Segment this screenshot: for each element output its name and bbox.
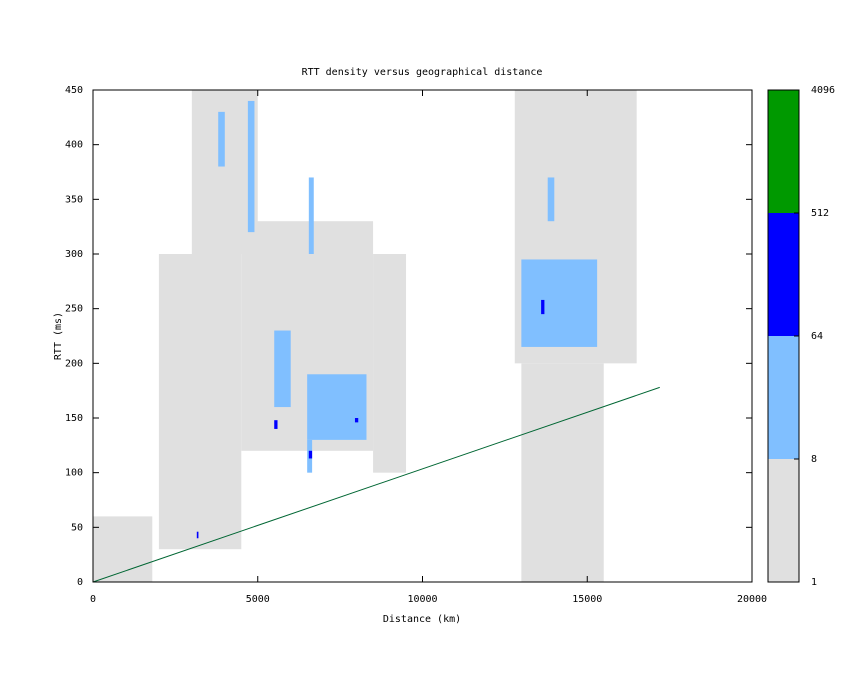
colorbar-band xyxy=(768,90,799,213)
y-tick-label: 100 xyxy=(65,468,83,479)
y-axis-label: RTT (ms) xyxy=(53,312,64,360)
colorbar-band xyxy=(768,213,799,336)
chart-title: RTT density versus geographical distance xyxy=(302,67,543,78)
density-cell xyxy=(354,418,359,423)
y-tick-label: 300 xyxy=(65,249,83,260)
y-tick-label: 350 xyxy=(65,194,83,205)
colorbar-tick-label: 1 xyxy=(811,577,817,588)
density-cell xyxy=(196,531,199,539)
y-tick-label: 0 xyxy=(77,577,83,588)
y-tick-label: 200 xyxy=(65,358,83,369)
x-tick-label: 20000 xyxy=(737,594,767,605)
density-cell xyxy=(308,450,313,459)
density-cell xyxy=(307,374,367,440)
y-tick-label: 450 xyxy=(65,85,83,96)
density-cell xyxy=(521,259,598,347)
density-cell xyxy=(93,516,153,582)
density-cell xyxy=(308,177,314,254)
colorbar-tick-label: 64 xyxy=(811,331,823,342)
density-cell xyxy=(218,111,225,167)
y-tick-label: 50 xyxy=(71,522,83,533)
y-tick-label: 250 xyxy=(65,304,83,315)
y-tick-label: 400 xyxy=(65,140,83,151)
x-axis-label: Distance (km) xyxy=(383,614,461,625)
density-cell xyxy=(547,177,555,222)
density-cell xyxy=(274,330,291,408)
density-cell xyxy=(158,254,242,550)
x-tick-label: 5000 xyxy=(246,594,270,605)
reference-line xyxy=(92,386,660,583)
y-tick-label: 150 xyxy=(65,413,83,424)
density-cell xyxy=(521,363,604,582)
density-cell xyxy=(373,254,407,473)
colorbar-tick-label: 4096 xyxy=(811,85,835,96)
density-cell xyxy=(541,299,545,315)
colorbar-band xyxy=(768,459,799,582)
colorbar-tick-label: 8 xyxy=(811,454,817,465)
density-cell xyxy=(274,420,278,429)
x-tick-label: 10000 xyxy=(407,594,437,605)
density-cell xyxy=(247,100,255,233)
x-tick-label: 15000 xyxy=(572,594,602,605)
colorbar-tick-label: 512 xyxy=(811,208,829,219)
colorbar-band xyxy=(768,336,799,459)
x-tick-label: 0 xyxy=(90,594,96,605)
